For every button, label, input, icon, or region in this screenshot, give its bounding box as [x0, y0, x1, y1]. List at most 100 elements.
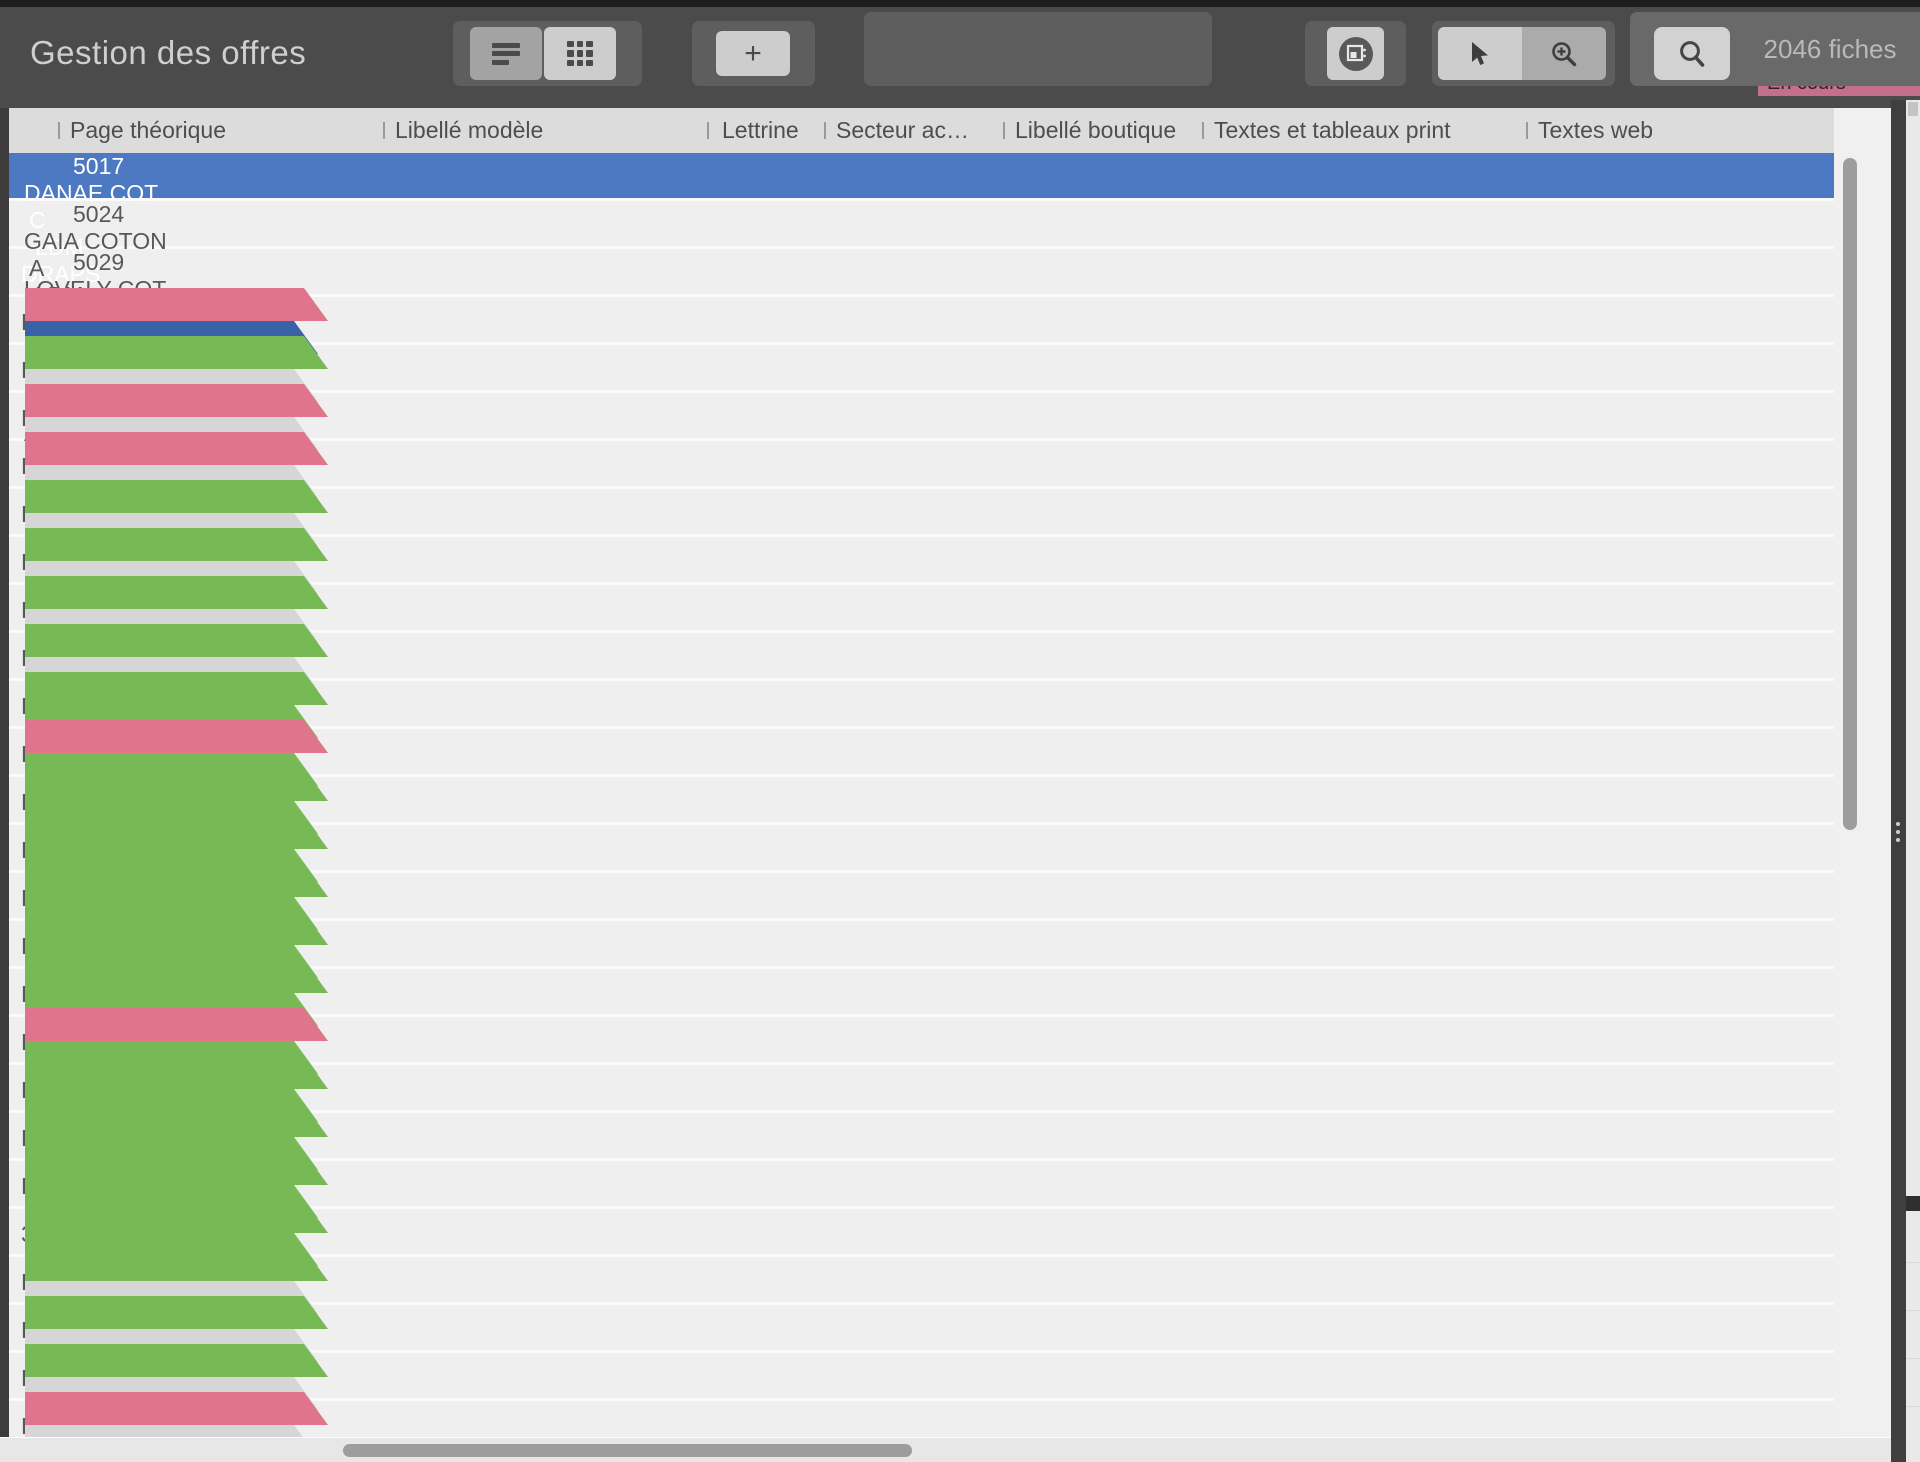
cell-textes-print [9, 384, 1834, 417]
print-status-bar [25, 336, 328, 369]
column-header-label: Libellé modèle [395, 117, 544, 143]
grid-view-icon [567, 40, 593, 67]
print-status-bar [25, 768, 328, 801]
cell-textes-print [9, 624, 1834, 657]
column-header-label: Page théorique [70, 117, 227, 143]
column-header-label: Secteur ac… [836, 117, 969, 143]
cell-page-theorique: 5024 [73, 201, 125, 227]
cell-textes-print [9, 960, 1834, 993]
search-button[interactable] [1654, 27, 1730, 80]
cell-textes-print [9, 720, 1834, 753]
list-view-button[interactable] [470, 27, 542, 80]
zoom-in-icon [1552, 41, 1577, 66]
column-separator [1526, 122, 1528, 139]
search-icon [1680, 40, 1705, 67]
horizontal-scrollbar-track[interactable] [0, 1437, 1891, 1462]
window-top-edge [0, 0, 1920, 7]
pointer-tool-button[interactable] [1438, 27, 1522, 80]
column-separator [1003, 122, 1005, 139]
cell-textes-print [9, 768, 1834, 801]
record-count: 2046 fiches [1763, 33, 1897, 64]
zoom-tool-button[interactable] [1522, 27, 1606, 80]
cell-textes-print [9, 1200, 1834, 1233]
top-toolbar: Gestion des offres + VISUELS PRINT En co… [0, 0, 1920, 108]
panel-left-edge [0, 108, 9, 1437]
print-status-bar [25, 1008, 328, 1041]
cell-textes-print [9, 336, 1834, 369]
cell-textes-print [9, 1056, 1834, 1089]
horizontal-scrollbar-thumb[interactable] [343, 1444, 912, 1457]
divider-handle-icon [1896, 822, 1900, 842]
image-tool-button[interactable] [1327, 27, 1384, 80]
table-row[interactable]: 5017 DANAE COT C LDM DRAPS [9, 153, 1834, 198]
print-status-bar [25, 816, 328, 849]
cell-textes-print [9, 288, 1834, 321]
column-header-label: Libellé boutique [1015, 117, 1177, 143]
column-header-7[interactable]: Textes web [1526, 108, 1834, 153]
column-header-4[interactable]: Secteur ac… [824, 108, 1003, 153]
column-header-label: Lettrine [722, 117, 799, 143]
print-status-bar [25, 1104, 328, 1137]
cursor-icon [1472, 41, 1488, 65]
list-view-icon [492, 42, 520, 65]
vertical-scrollbar-thumb[interactable] [1843, 158, 1857, 830]
pointer-zoom-group [1432, 21, 1615, 86]
image-crop-icon [1338, 36, 1373, 71]
cell-textes-print [9, 816, 1834, 849]
cell-textes-print [9, 1248, 1834, 1281]
column-separator [1202, 122, 1204, 139]
page-title: Gestion des offres [30, 34, 307, 71]
image-tool-group [1305, 21, 1406, 86]
cell-textes-print [9, 1008, 1834, 1041]
cell-textes-print [9, 912, 1834, 945]
column-separator [707, 122, 709, 139]
column-header-5[interactable]: Libellé boutique [1003, 108, 1202, 153]
print-status-bar [25, 1392, 328, 1425]
cell-textes-print [9, 1344, 1834, 1377]
print-status-bar [25, 1056, 328, 1089]
print-status-bar [25, 912, 328, 945]
print-status-bar [25, 384, 328, 417]
cell-page-theorique: 5017 [73, 153, 125, 179]
adjacent-panel-selection-fragment [1906, 1196, 1920, 1211]
table-header: Page théorique Libellé modèle Lettrine S… [9, 108, 1891, 153]
cell-libelle-boutique: DRAPS [21, 261, 101, 287]
print-status-bar [25, 672, 328, 705]
panel-divider[interactable] [1891, 100, 1906, 1462]
print-status-bar [25, 432, 328, 465]
column-header-1[interactable]: Page théorique [9, 108, 383, 153]
table-body: 5017 DANAE COT C LDM DRAPS 5024 GAIA COT… [9, 153, 1834, 1437]
table-row[interactable]: 5029 LOVELY COT C LDM DRAPS [9, 249, 1834, 294]
adjacent-panel-header-fragment [1908, 102, 1918, 116]
cell-lettrine: A [29, 255, 45, 281]
column-separator [824, 122, 826, 139]
column-header-3[interactable]: Lettrine [704, 108, 824, 153]
print-status-bar [25, 288, 328, 321]
grid-view-button[interactable] [544, 27, 616, 80]
search-group: 2046 fiches [1630, 12, 1920, 86]
print-status-bar [25, 624, 328, 657]
cell-textes-print [9, 432, 1834, 465]
print-status-bar [25, 960, 328, 993]
cell-libelle-modele: GAIA COTON [24, 228, 167, 254]
print-status-bar [25, 1200, 328, 1233]
cell-textes-print [9, 1104, 1834, 1137]
web-status-bar [25, 1425, 318, 1437]
cell-textes-print [9, 480, 1834, 513]
column-header-6[interactable]: Textes et tableaux print [1202, 108, 1526, 153]
cell-textes-print [9, 1152, 1834, 1185]
column-header-label: Textes web [1538, 117, 1654, 143]
cell-textes-print [9, 864, 1834, 897]
cell-textes-print [9, 528, 1834, 561]
print-status-bar [25, 480, 328, 513]
plus-icon: + [744, 36, 762, 70]
column-header-2[interactable]: Libellé modèle [383, 108, 704, 153]
print-status-bar [25, 720, 328, 753]
column-separator [383, 122, 385, 139]
cell-secteur: LDM [35, 234, 84, 260]
table-row[interactable]: 5024 GAIA COTON A LDM DRAPS [9, 201, 1834, 246]
print-status-bar [25, 1344, 328, 1377]
table-header-row: Page théorique Libellé modèle Lettrine S… [9, 108, 1891, 153]
add-button[interactable]: + [716, 31, 790, 76]
cell-textes-print [9, 1392, 1834, 1425]
